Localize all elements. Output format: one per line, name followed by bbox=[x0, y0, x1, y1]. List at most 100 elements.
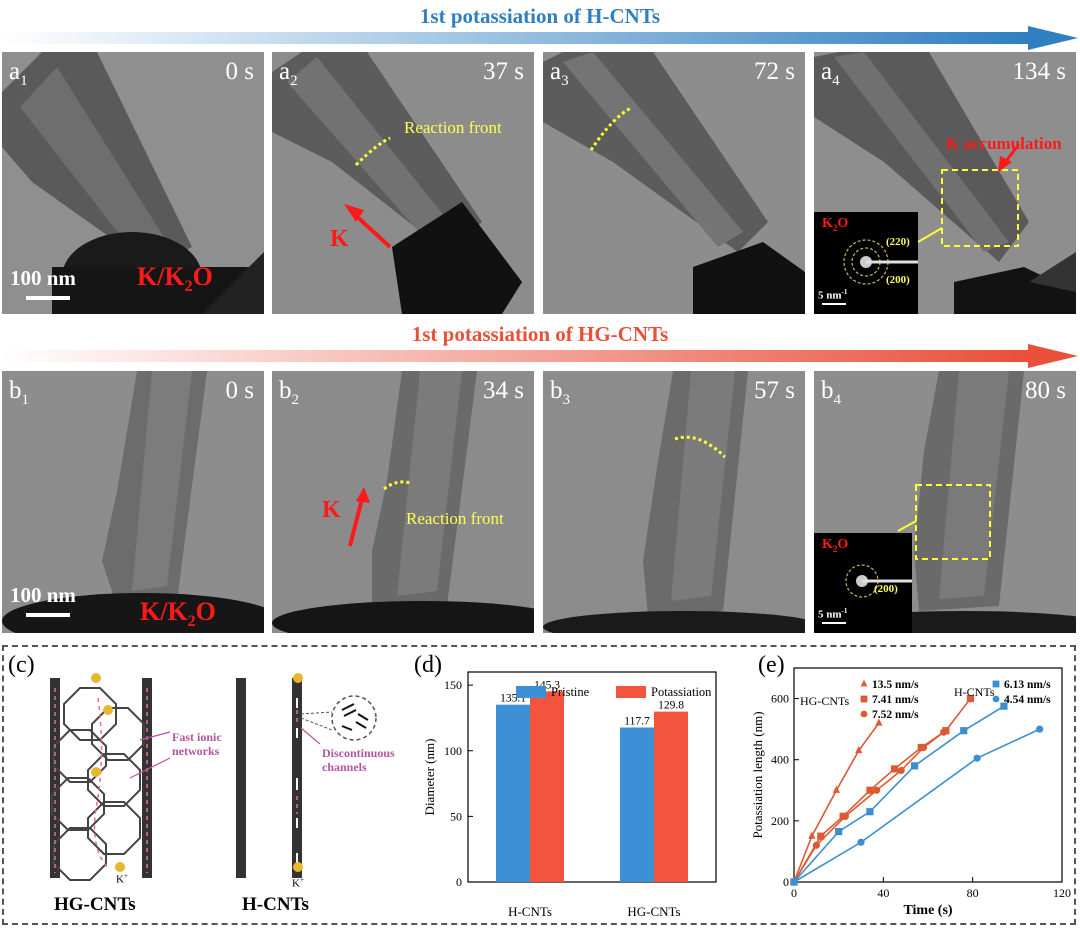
bar bbox=[496, 704, 530, 882]
panel-time-a4: 134 s bbox=[1012, 58, 1066, 85]
data-point bbox=[1000, 702, 1008, 710]
k-label-a2: K bbox=[330, 226, 349, 252]
data-point bbox=[860, 695, 868, 703]
panel-e-label: (e) bbox=[758, 652, 785, 678]
series-line bbox=[793, 731, 945, 883]
panel-label-b3: b3 bbox=[550, 377, 570, 408]
x-tick-label: 40 bbox=[877, 886, 889, 900]
legend-label: 7.41 nm/s bbox=[872, 694, 919, 706]
data-point bbox=[832, 785, 841, 793]
bar bbox=[654, 711, 688, 882]
reaction-front-label-a2: Reaction front bbox=[404, 118, 502, 137]
tem-panel-a2: a2 37 s Reaction front K bbox=[272, 52, 534, 314]
data-point bbox=[911, 762, 919, 770]
saed-pattern-b4 bbox=[822, 564, 912, 624]
saed-pattern-a4 bbox=[822, 239, 918, 305]
data-point bbox=[857, 838, 865, 846]
data-point bbox=[973, 754, 981, 762]
data-point bbox=[855, 745, 863, 754]
bar-value-label: 129.8 bbox=[658, 700, 684, 712]
data-point bbox=[966, 694, 975, 703]
data-point bbox=[817, 832, 825, 840]
panel-d-label: (d) bbox=[414, 652, 442, 678]
y-tick-label: 0 bbox=[783, 875, 789, 889]
mid-banner-arrow bbox=[0, 344, 1078, 368]
k-ion-label-h: K+ bbox=[292, 876, 304, 890]
tem-panel-a1: a1 0 s 100 nm K/K2O bbox=[2, 52, 264, 314]
y-axis-label: Potassiation length (nm) bbox=[750, 711, 765, 838]
panel-time-b2: 34 s bbox=[483, 377, 524, 404]
series-line bbox=[793, 728, 1041, 883]
k-ion-label-hg: K+ bbox=[116, 872, 128, 886]
panel-label-b4: b4 bbox=[821, 377, 841, 408]
data-point bbox=[812, 841, 820, 849]
tem-panel-b3: b3 57 s bbox=[543, 371, 805, 633]
y-tick-label: 50 bbox=[450, 809, 462, 823]
x-tick-label: 0 bbox=[791, 886, 797, 900]
inset-ring-200-a: (200) bbox=[886, 274, 910, 286]
scale-label-a1: 100 nm bbox=[10, 266, 76, 290]
legend-label: 7.52 nm/s bbox=[872, 709, 919, 721]
bar bbox=[530, 691, 564, 882]
plot-frame bbox=[793, 667, 1063, 883]
inset-title-b4: K2O bbox=[822, 537, 849, 554]
source-label-b1: K/K2O bbox=[140, 597, 216, 631]
tem-panel-a3: a3 72 s bbox=[543, 52, 805, 314]
inset-ring-200-b: (200) bbox=[874, 583, 898, 595]
h-cnts-name: H-CNTs bbox=[242, 894, 309, 915]
panel-time-b1: 0 s bbox=[225, 377, 254, 404]
data-point bbox=[890, 765, 899, 773]
panel-label-b1: b1 bbox=[9, 377, 29, 408]
data-point bbox=[919, 743, 928, 752]
y-tick-label: 600 bbox=[771, 692, 789, 706]
x-category-label: H-CNTs bbox=[508, 904, 552, 919]
tem-panel-b1: b1 0 s 100 nm K/K2O bbox=[2, 371, 264, 633]
mid-banner-title: 1st potassiation of HG-CNTs bbox=[411, 322, 669, 346]
panel-label-a2: a2 bbox=[279, 58, 298, 89]
legend-label: Potassiation bbox=[651, 685, 712, 699]
data-point bbox=[866, 808, 874, 816]
fast-ionic-label: Fast ionic networks bbox=[172, 730, 222, 758]
panel-label-a3: a3 bbox=[550, 58, 569, 89]
y-axis-label: Diameter (nm) bbox=[422, 739, 437, 816]
y-tick-label: 0 bbox=[456, 875, 462, 889]
tem-panel-b2: b2 34 s Reaction front K bbox=[272, 371, 534, 633]
saed-inset-a4: K2O (220) (200) 5 nm-1 bbox=[814, 212, 918, 314]
series-line bbox=[793, 705, 1005, 883]
panel-time-a3: 72 s bbox=[754, 58, 795, 85]
data-point bbox=[1036, 725, 1044, 733]
bar-value-label: 117.7 bbox=[624, 716, 650, 728]
y-tick-label: 200 bbox=[771, 814, 789, 828]
y-tick-label: 100 bbox=[444, 744, 462, 758]
legend-swatch bbox=[516, 686, 546, 698]
data-point bbox=[940, 728, 948, 736]
tem-panel-b4: b4 80 s K2O (200) 5 nm-1 bbox=[814, 371, 1076, 633]
legend-label: Pristine bbox=[551, 685, 590, 699]
data-point bbox=[860, 710, 868, 718]
data-point bbox=[866, 786, 874, 794]
panel-label-a4: a4 bbox=[821, 58, 840, 89]
data-point bbox=[897, 766, 905, 775]
discontinuous-label: Discontinuous channels bbox=[322, 746, 395, 774]
saed-inset-b4: K2O (200) 5 nm-1 bbox=[814, 533, 912, 633]
tem-image-b2 bbox=[272, 371, 534, 633]
legend-label: 6.13 nm/s bbox=[1004, 679, 1051, 691]
source-label-a1: K/K2O bbox=[137, 262, 213, 296]
inset-title-a4: K2O bbox=[822, 216, 849, 233]
data-point bbox=[875, 718, 883, 726]
k-label-b2: K bbox=[322, 497, 341, 523]
reaction-front-label-b2: Reaction front bbox=[406, 509, 504, 528]
legend-label: 13.5 nm/s bbox=[872, 679, 919, 691]
data-point bbox=[835, 827, 843, 836]
data-point bbox=[960, 727, 968, 735]
top-banner-title: 1st potassiation of H-CNTs bbox=[419, 4, 661, 28]
panel-c-label: (c) bbox=[8, 652, 35, 678]
panel-time-b3: 57 s bbox=[754, 377, 795, 404]
data-point bbox=[860, 679, 868, 687]
potassiation-length-chart: 0 40 80 120 0 200 400 600 Time (s) Potassiation l… bbox=[750, 667, 1071, 918]
tem-image-b1 bbox=[2, 371, 264, 633]
panel-label-a1: a1 bbox=[9, 58, 28, 89]
x-category-label: HG-CNTs bbox=[627, 904, 680, 919]
y-tick-label: 400 bbox=[771, 753, 789, 767]
